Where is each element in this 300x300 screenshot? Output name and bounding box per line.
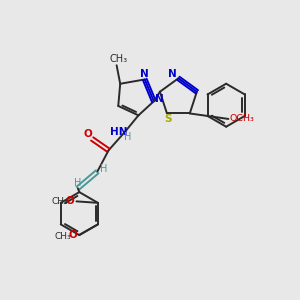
Text: H: H (124, 132, 131, 142)
Text: CH₃: CH₃ (109, 54, 127, 64)
Text: O: O (65, 196, 74, 206)
Text: HN: HN (110, 128, 127, 137)
Text: H: H (100, 164, 107, 174)
Text: H: H (74, 178, 82, 188)
Text: CH₃: CH₃ (55, 232, 71, 241)
Text: O: O (68, 230, 77, 240)
Text: N: N (155, 94, 164, 104)
Text: N: N (140, 69, 148, 79)
Text: O: O (83, 129, 92, 139)
Text: N: N (168, 69, 177, 79)
Text: S: S (164, 114, 171, 124)
Text: OCH₃: OCH₃ (230, 114, 254, 123)
Text: CH₃: CH₃ (52, 197, 68, 206)
